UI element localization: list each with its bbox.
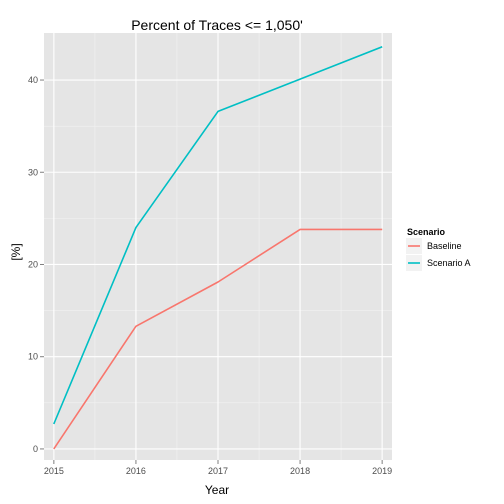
legend-title: Scenario: [407, 227, 446, 237]
x-axis: 2015 2016 2017 2018 2019: [44, 460, 392, 476]
y-tick-label: 0: [33, 444, 38, 454]
x-tick-label: 2016: [126, 466, 146, 476]
x-axis-title: Year: [205, 483, 229, 497]
y-tick-label: 30: [28, 167, 38, 177]
y-tick-label: 10: [28, 352, 38, 362]
series-line-scenario-a: [53, 46, 383, 425]
legend: Scenario Baseline Scenario A: [406, 227, 471, 271]
chart-title: Percent of Traces <= 1,050': [131, 17, 303, 33]
legend-label-scenario-a: Scenario A: [427, 258, 471, 268]
major-gridlines: [44, 33, 392, 460]
y-axis-title: [%]: [9, 243, 23, 260]
x-tick-label: 2017: [208, 466, 228, 476]
x-tick-label: 2015: [44, 466, 64, 476]
series-line-baseline: [53, 228, 383, 450]
y-axis: 0 10 20 30 40: [28, 75, 44, 454]
legend-label-baseline: Baseline: [427, 241, 462, 251]
series-lines: [53, 46, 383, 450]
x-tick-label: 2019: [372, 466, 392, 476]
y-tick-label: 20: [28, 259, 38, 269]
y-tick-label: 40: [28, 75, 38, 85]
x-tick-label: 2018: [290, 466, 310, 476]
